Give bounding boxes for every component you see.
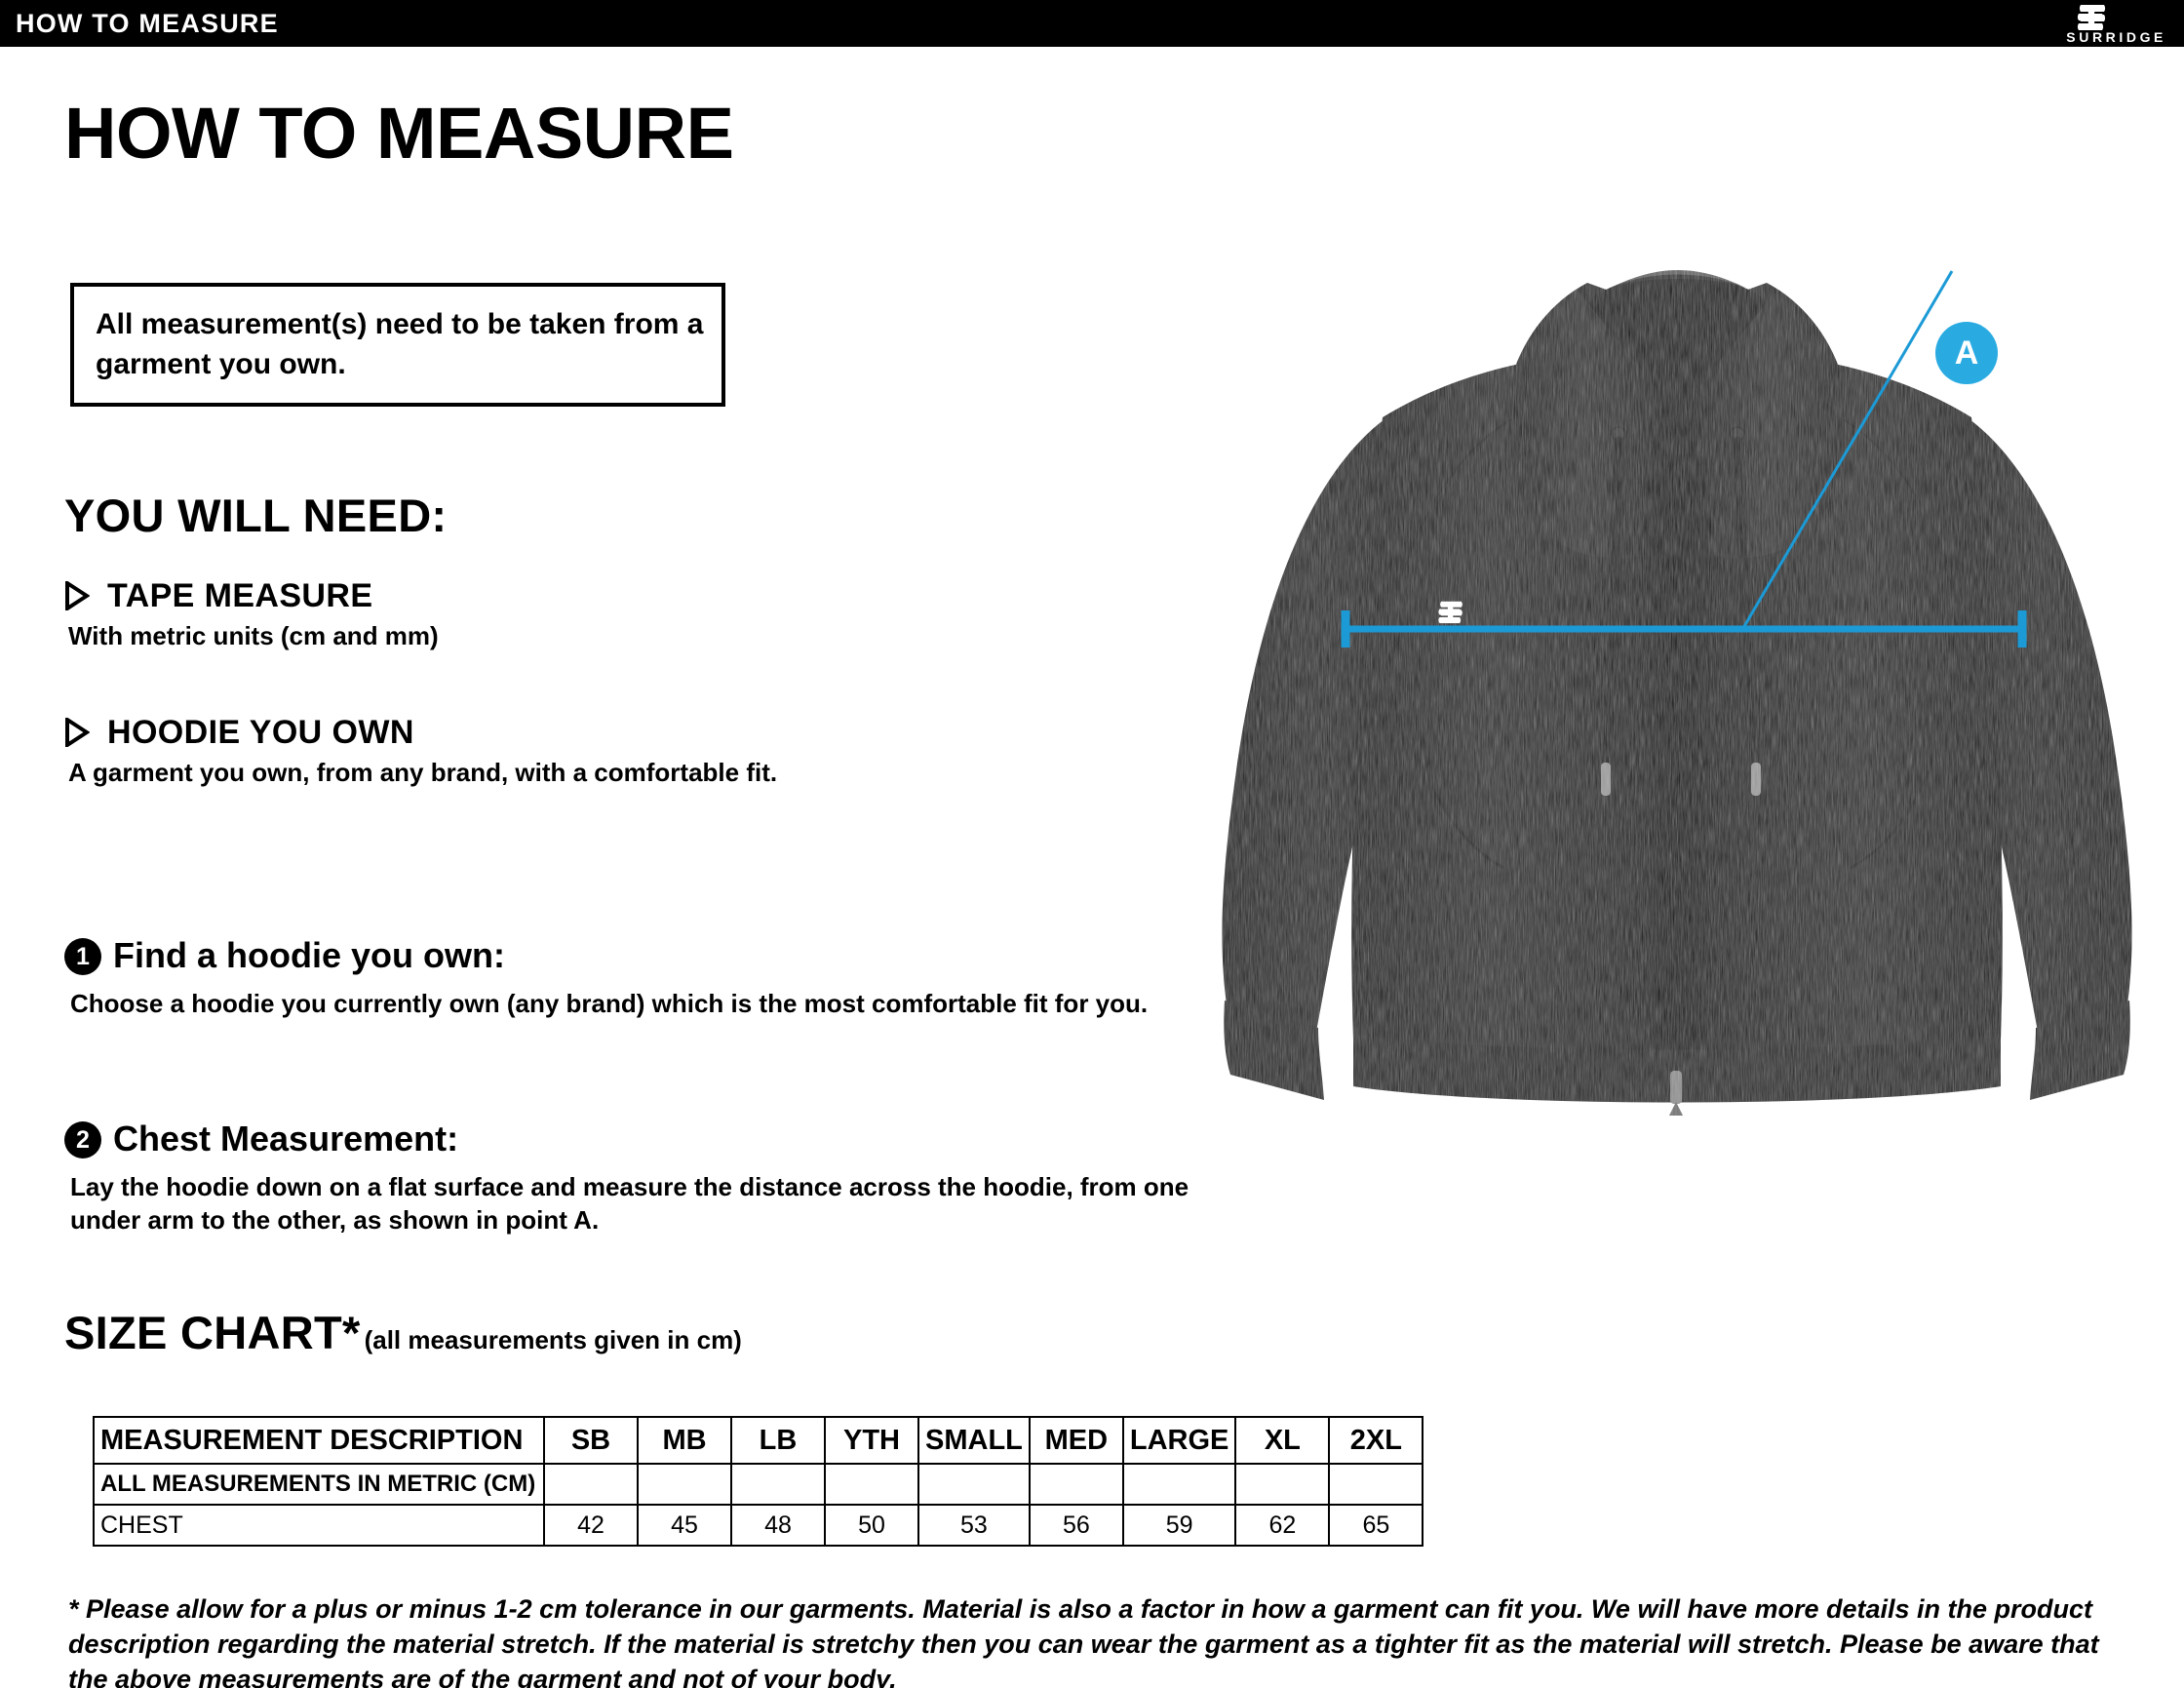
triangle-bullet-icon <box>65 581 90 610</box>
table-cell <box>1234 1463 1331 1506</box>
table-header-cell: 2XL <box>1328 1416 1424 1465</box>
page-title: HOW TO MEASURE <box>64 93 734 174</box>
need-subtitle: A garment you own, from any brand, with … <box>68 758 778 787</box>
table-cell: 48 <box>730 1504 826 1547</box>
callout-marker-a: A <box>1935 322 1998 384</box>
step-number-badge: 1 <box>64 938 101 975</box>
table-header-cell: LARGE <box>1121 1416 1237 1465</box>
step-title: Chest Measurement: <box>113 1119 459 1158</box>
table-row: CHEST 42 45 48 50 53 56 59 62 65 <box>93 1504 1424 1547</box>
table-cell-label: CHEST <box>93 1504 545 1547</box>
table-header-cell: LB <box>730 1416 826 1465</box>
table-cell <box>824 1463 919 1506</box>
size-chart-heading: SIZE CHART* <box>64 1307 361 1358</box>
table-cell <box>1028 1463 1124 1506</box>
step-title: Find a hoodie you own: <box>113 935 505 975</box>
ss-monogram-icon <box>2077 5 2106 30</box>
need-title: TAPE MEASURE <box>107 577 373 614</box>
table-cell <box>543 1463 639 1506</box>
table-cell: 50 <box>824 1504 919 1547</box>
table-cell: 59 <box>1121 1504 1237 1547</box>
table-cell: 56 <box>1028 1504 1124 1547</box>
you-will-need-heading: YOU WILL NEED: <box>64 490 448 541</box>
top-bar-title: HOW TO MEASURE <box>16 9 279 38</box>
callout-box: All measurement(s) need to be taken from… <box>70 283 725 407</box>
step-body: Choose a hoodie you currently own (any b… <box>70 989 1149 1018</box>
size-chart-table: MEASUREMENT DESCRIPTION SB MB LB YTH SMA… <box>93 1416 1424 1547</box>
table-header-cell: MB <box>637 1416 732 1465</box>
step-2: 2 Chest Measurement: Lay the hoodie down… <box>64 1119 1215 1266</box>
step-body: Lay the hoodie down on a flat surface an… <box>70 1172 1190 1235</box>
table-cell <box>1328 1463 1424 1506</box>
table-cell <box>917 1463 1031 1506</box>
table-header-cell: SB <box>543 1416 639 1465</box>
ss-monogram-icon <box>1438 601 1462 624</box>
table-cell: 42 <box>543 1504 639 1547</box>
size-chart-heading-wrap: SIZE CHART* (all measurements given in cm… <box>64 1307 742 1366</box>
footnote-text: * Please allow for a plus or minus 1-2 c… <box>68 1594 2099 1688</box>
triangle-bullet-icon <box>65 718 90 747</box>
table-cell: 65 <box>1328 1504 1424 1547</box>
table-cell: 53 <box>917 1504 1031 1547</box>
step-1: 1 Find a hoodie you own: Choose a hoodie… <box>64 935 1215 1082</box>
top-bar: HOW TO MEASURE SURRIDGE <box>0 0 2184 47</box>
need-subtitle: With metric units (cm and mm) <box>68 621 439 650</box>
table-header-cell: YTH <box>824 1416 919 1465</box>
table-cell <box>730 1463 826 1506</box>
size-chart-note: (all measurements given in cm) <box>364 1325 742 1354</box>
table-cell <box>637 1463 732 1506</box>
table-cell-label: ALL MEASUREMENTS IN METRIC (CM) <box>93 1463 545 1506</box>
need-item-hoodie-you-own: HOODIE YOU OWN A garment you own, from a… <box>64 714 942 798</box>
need-item-tape-measure: TAPE MEASURE With metric units (cm and m… <box>64 577 942 661</box>
table-header-row: MEASUREMENT DESCRIPTION SB MB LB YTH SMA… <box>93 1416 1424 1465</box>
table-header-cell: MEASUREMENT DESCRIPTION <box>93 1416 545 1465</box>
table-cell: 45 <box>637 1504 732 1547</box>
table-header-cell: SMALL <box>917 1416 1031 1465</box>
callout-text: All measurement(s) need to be taken from… <box>96 308 704 380</box>
brand-name: SURRIDGE <box>2066 29 2166 45</box>
need-title: HOODIE YOU OWN <box>107 714 414 751</box>
hoodie-illustration <box>1199 224 2155 1287</box>
chest-measure-line <box>1341 270 2027 648</box>
hoodie-graphic <box>1222 270 2132 1116</box>
table-cell: 62 <box>1234 1504 1331 1547</box>
table-cell <box>1121 1463 1237 1506</box>
table-row: ALL MEASUREMENTS IN METRIC (CM) <box>93 1463 1424 1506</box>
step-number-badge: 2 <box>64 1121 101 1158</box>
table-header-cell: XL <box>1234 1416 1331 1465</box>
brand-logo: SURRIDGE <box>2020 2 2166 45</box>
table-header-cell: MED <box>1028 1416 1124 1465</box>
